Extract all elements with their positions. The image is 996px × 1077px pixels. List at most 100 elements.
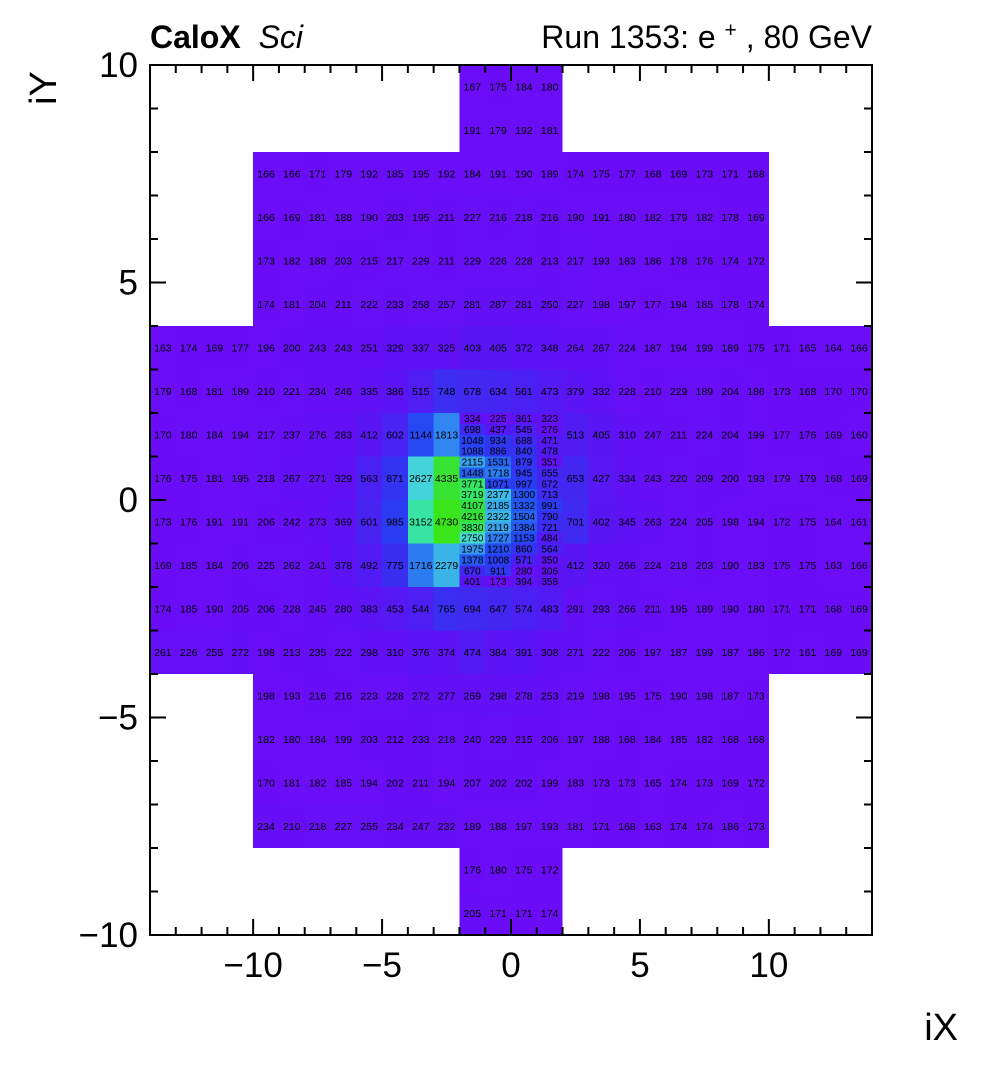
calo-cell — [304, 761, 331, 805]
calo-cell — [536, 65, 563, 109]
calo-cell — [717, 543, 744, 587]
calo-cell — [639, 282, 666, 326]
calo-cell — [150, 326, 176, 370]
calo-cell — [459, 239, 486, 283]
calo-cell — [562, 500, 589, 544]
calo-cell — [511, 630, 537, 674]
calo-cell — [485, 674, 511, 718]
calo-cell — [175, 630, 202, 674]
calo-cell — [846, 413, 872, 457]
calo-cell — [485, 554, 511, 566]
calo-cell — [356, 152, 383, 196]
calo-cell — [511, 532, 537, 544]
calo-cell — [253, 761, 279, 805]
calo-cell — [846, 326, 872, 370]
calo-cell — [691, 804, 718, 848]
calo-cell — [407, 761, 434, 805]
brand-label: CaloX — [150, 19, 241, 55]
calo-cell — [382, 152, 408, 196]
calo-cell — [356, 804, 383, 848]
calo-cell — [304, 282, 331, 326]
calo-cell — [588, 282, 615, 326]
run-title-superscript: + — [725, 19, 737, 42]
calo-cell — [511, 369, 537, 413]
calo-cell — [201, 500, 228, 544]
calo-cell — [536, 674, 563, 718]
calo-cell — [614, 195, 640, 239]
calo-cell — [743, 456, 769, 500]
calo-cell — [614, 587, 640, 631]
calo-cell — [639, 195, 666, 239]
calo-cell — [433, 282, 460, 326]
calo-cell — [691, 543, 718, 587]
calo-cell — [278, 717, 305, 761]
calo-cell — [511, 326, 537, 370]
calo-cell — [382, 761, 408, 805]
calo-cell — [356, 587, 383, 631]
calo-cell — [639, 413, 666, 457]
axis-ticks — [149, 64, 873, 936]
calo-cell — [562, 804, 589, 848]
calo-cell — [639, 630, 666, 674]
calo-cell — [588, 152, 615, 196]
calo-cell — [691, 630, 718, 674]
calo-cell — [820, 587, 847, 631]
calo-cell — [459, 521, 486, 533]
y-tick-label: 0 — [119, 481, 138, 520]
calo-cell — [175, 456, 202, 500]
calo-cell — [356, 717, 383, 761]
calo-cell — [614, 239, 640, 283]
calo-cell — [743, 500, 769, 544]
calo-cell — [536, 565, 563, 577]
calo-cell — [562, 674, 589, 718]
calo-cell — [227, 456, 254, 500]
calo-cell — [511, 565, 537, 577]
calo-cell — [691, 587, 718, 631]
calo-cell — [278, 630, 305, 674]
calo-cell — [820, 543, 847, 587]
calo-cell — [433, 630, 460, 674]
calo-cell — [382, 630, 408, 674]
calo-cell — [278, 369, 305, 413]
calo-cell — [717, 326, 744, 370]
calo-cell — [278, 282, 305, 326]
calo-cell — [253, 326, 279, 370]
calo-cell — [511, 195, 537, 239]
calo-cell — [227, 369, 254, 413]
calo-cell — [588, 543, 615, 587]
calo-cell — [485, 456, 511, 468]
calo-cell — [382, 587, 408, 631]
run-title-suffix: , 80 GeV — [746, 19, 873, 55]
calo-cell — [253, 543, 279, 587]
calo-cell — [665, 456, 692, 500]
y-tick-label: 10 — [99, 46, 138, 85]
calo-cell — [382, 543, 408, 587]
calo-cell — [459, 587, 486, 631]
calo-cell — [278, 587, 305, 631]
calo-cell — [691, 152, 718, 196]
calo-cell — [330, 413, 357, 457]
calo-cell — [433, 761, 460, 805]
calo-cell — [717, 630, 744, 674]
calo-cell — [562, 326, 589, 370]
calo-cell — [536, 434, 563, 446]
calo-cell — [691, 717, 718, 761]
calo-cell — [485, 576, 511, 587]
brand-suffix-label: Sci — [259, 19, 304, 55]
calo-cell — [511, 761, 537, 805]
calo-cell — [562, 717, 589, 761]
calo-cell — [536, 532, 563, 544]
calo-cell — [614, 282, 640, 326]
calo-cell — [330, 456, 357, 500]
calo-cell — [639, 761, 666, 805]
calo-cell — [536, 152, 563, 196]
calo-cell — [175, 500, 202, 544]
calo-cell — [485, 65, 511, 109]
calo-cell — [150, 543, 176, 587]
calo-cell — [588, 587, 615, 631]
calo-cell — [511, 413, 537, 424]
calo-cell — [536, 554, 563, 566]
calo-cell — [768, 543, 795, 587]
calo-cell — [536, 891, 563, 935]
calo-cell — [717, 413, 744, 457]
